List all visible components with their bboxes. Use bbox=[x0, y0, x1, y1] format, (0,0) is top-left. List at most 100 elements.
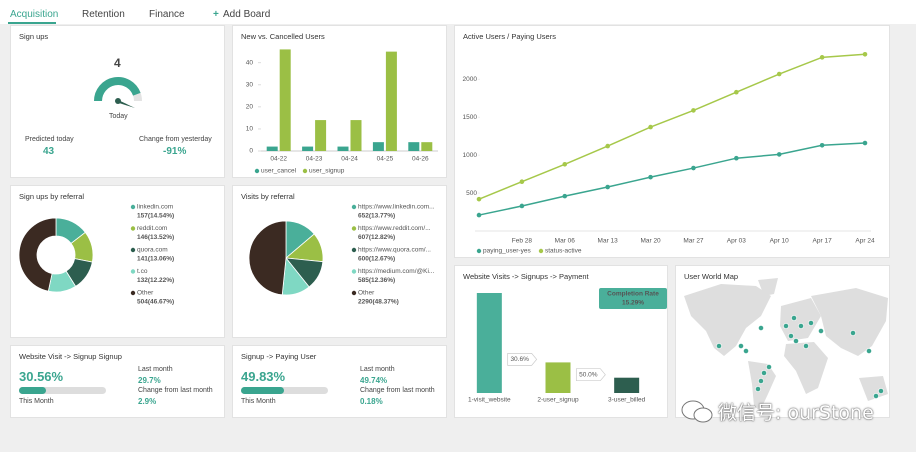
tab-underline bbox=[8, 22, 56, 24]
bar bbox=[266, 146, 278, 151]
map-pin bbox=[766, 364, 772, 370]
point bbox=[691, 108, 696, 113]
legend-value: 132(12.22%) bbox=[137, 277, 174, 284]
legend-value: 585(12.36%) bbox=[358, 277, 395, 284]
map-pin bbox=[758, 378, 764, 384]
predicted-value: 43 bbox=[43, 146, 55, 157]
rate-label: 50.0% bbox=[579, 371, 598, 378]
pins bbox=[716, 315, 884, 399]
y-tick-label: 30 bbox=[246, 81, 254, 88]
map-pin bbox=[866, 348, 872, 354]
legend-label: linkedin.com bbox=[137, 204, 173, 211]
point bbox=[476, 212, 482, 218]
map-pin bbox=[798, 323, 804, 329]
bar bbox=[476, 293, 502, 393]
slice bbox=[18, 217, 57, 292]
point bbox=[776, 152, 782, 157]
tab[interactable]: Acquisition bbox=[10, 9, 59, 20]
point bbox=[519, 179, 525, 185]
legend-label: Other bbox=[358, 290, 375, 297]
conversion-panel: Website Visit -> Signup Signup 30.56% Th… bbox=[10, 345, 225, 418]
x-tick-label: Apr 03 bbox=[727, 238, 747, 245]
period: This Month bbox=[19, 398, 54, 405]
panel-title: Signup -> Paying User bbox=[241, 352, 317, 361]
point bbox=[862, 52, 868, 57]
legend-label: status-active bbox=[545, 248, 582, 255]
chart-panel: Sign ups by referral linkedin.com 157(14.… bbox=[10, 185, 225, 338]
bar bbox=[350, 120, 362, 151]
chart-panel: New vs. Cancelled Users 0 10 20 30 40 04-22 04… bbox=[232, 25, 447, 178]
conversion-panel: Signup -> Paying User 49.83% This Month … bbox=[232, 345, 447, 418]
y-tick-label: 0 bbox=[249, 148, 253, 155]
legend-swatch bbox=[351, 226, 357, 231]
tab[interactable]: Finance bbox=[149, 9, 185, 20]
change-value: 2.9% bbox=[138, 397, 157, 406]
progress-fill bbox=[241, 387, 285, 394]
last-value: 29.7% bbox=[138, 376, 161, 385]
point bbox=[605, 184, 610, 190]
legend-label: https://www.reddit.com/... bbox=[358, 225, 431, 232]
point bbox=[734, 89, 739, 95]
line bbox=[478, 142, 866, 216]
legend-swatch bbox=[351, 290, 357, 296]
legend-label: paying_user-yes bbox=[483, 248, 531, 255]
x-tick-label: 04-24 bbox=[341, 156, 358, 163]
signup-count: 4 bbox=[114, 56, 121, 70]
point bbox=[776, 71, 782, 77]
add-icon[interactable]: + bbox=[213, 9, 219, 20]
map-pin bbox=[791, 315, 797, 321]
legend-value: 2290(48.37%) bbox=[358, 299, 399, 306]
panel-title: User World Map bbox=[684, 272, 739, 281]
point bbox=[562, 161, 568, 167]
bar bbox=[279, 49, 291, 151]
legend-value: 652(13.77%) bbox=[358, 213, 395, 220]
gauge bbox=[94, 77, 142, 108]
change-label: Change from last month bbox=[138, 387, 213, 394]
completion-label: Completion Rate bbox=[607, 291, 659, 298]
tab-bar: Acquisition Retention Finance + Add Boar… bbox=[0, 0, 916, 24]
rate-label: 30.6% bbox=[510, 356, 529, 363]
panel-title: Website Visits -> Signups -> Payment bbox=[463, 272, 589, 281]
map-pin bbox=[803, 343, 809, 349]
map-pin bbox=[761, 370, 767, 376]
map-pin bbox=[793, 338, 799, 344]
y-tick-label: 500 bbox=[466, 190, 477, 197]
bar bbox=[545, 362, 571, 393]
period: Today bbox=[109, 113, 128, 120]
tab[interactable]: Retention bbox=[82, 9, 125, 20]
x-tick-label: Feb 28 bbox=[512, 238, 533, 245]
last-label: Last month bbox=[360, 366, 395, 373]
panel-title: Sign ups bbox=[19, 32, 49, 41]
point bbox=[819, 143, 825, 148]
bar bbox=[337, 146, 349, 151]
add-board[interactable]: Add Board bbox=[223, 9, 271, 20]
chart-panel: Website Visits -> Signups -> Payment 1-v… bbox=[454, 265, 668, 418]
legend-swatch bbox=[538, 248, 544, 254]
legend-value: 157(14.54%) bbox=[137, 213, 174, 220]
completion-badge bbox=[599, 288, 667, 309]
wechat-icon bbox=[681, 400, 713, 423]
point bbox=[605, 143, 610, 149]
rate-box bbox=[575, 368, 606, 382]
line-chart: 500 1000 1500 2000 Feb 28 Mar 06 Mar 13 Mar 20 M… bbox=[463, 52, 875, 255]
last-value: 49.74% bbox=[360, 376, 388, 385]
legend-swatch bbox=[130, 247, 136, 253]
panel-title: Active Users / Paying Users bbox=[463, 32, 556, 41]
panel-title: New vs. Cancelled Users bbox=[241, 32, 325, 41]
legend-swatch bbox=[130, 226, 136, 231]
legend-label: t.co bbox=[137, 268, 148, 275]
x-tick-label: Mar 13 bbox=[598, 238, 619, 245]
rate-box bbox=[507, 353, 538, 366]
legend-label: Other bbox=[137, 290, 154, 297]
y-tick-label: 10 bbox=[246, 126, 254, 133]
legend-label: https://www.linkedin.com... bbox=[358, 204, 435, 211]
progress-track bbox=[19, 387, 106, 394]
bar bbox=[372, 142, 384, 151]
map-pin bbox=[808, 320, 814, 326]
y-tick-label: 20 bbox=[246, 104, 254, 111]
last-label: Last month bbox=[138, 366, 173, 373]
map-panel: User World Map bbox=[675, 265, 890, 418]
watermark: 微信号: ourStone bbox=[718, 402, 874, 424]
bar-chart: 0 10 20 30 40 04-22 04-23 04-24 04-25 04-26 user_c… bbox=[246, 49, 438, 175]
